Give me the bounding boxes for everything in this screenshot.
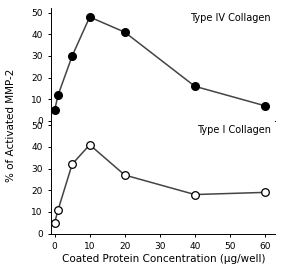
- X-axis label: Coated Protein Concentration (μg/well): Coated Protein Concentration (μg/well): [62, 254, 265, 264]
- Text: Type IV Collagen: Type IV Collagen: [190, 13, 271, 23]
- Text: % of Activated MMP-2: % of Activated MMP-2: [6, 68, 16, 182]
- Text: Type I Collagen: Type I Collagen: [197, 125, 271, 135]
